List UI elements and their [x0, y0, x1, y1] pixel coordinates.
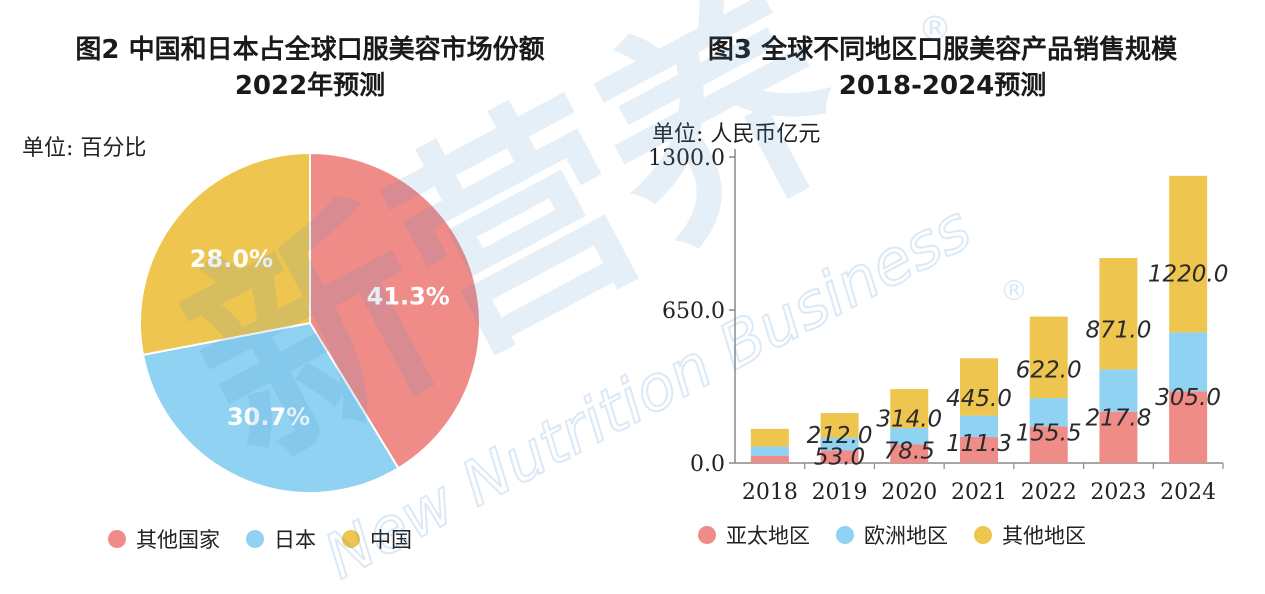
- bar-other-region-2020: [890, 389, 929, 429]
- bar-unit-label: 单位: 人民币亿元: [652, 122, 821, 147]
- legend-label-apac: 亚太地区: [726, 524, 810, 548]
- data-label-2021: 445.0: [946, 386, 1012, 412]
- pie-chart-panel: 图2 中国和日本占全球口服美容市场份额 2022年预测 单位: 百分比 41.3…: [0, 0, 620, 594]
- pie-label-japan: 30.7%: [227, 403, 310, 431]
- data-label-2019: 53.0: [814, 445, 865, 471]
- bar-other-region-2021: [960, 358, 998, 416]
- bar-other-region-2019: [820, 413, 859, 438]
- data-label-2020: 314.0: [876, 407, 942, 433]
- pie-slice-china: [139, 151, 311, 357]
- legend-item-other-region: 其他地区: [974, 520, 1086, 550]
- x-tick-label: 2018: [742, 480, 798, 505]
- bar-apac-2020: [890, 444, 929, 463]
- pie-slice-other: [309, 151, 481, 470]
- legend-swatch-apac: [698, 526, 716, 544]
- bar-apac-2018: [750, 455, 789, 463]
- legend-swatch-japan: [246, 530, 264, 548]
- bar-europe-2024: [1169, 332, 1208, 392]
- legend-item-apac: 亚太地区: [698, 520, 810, 550]
- bar-europe-2019: [820, 437, 859, 451]
- y-tick-label: 650.0: [662, 299, 725, 324]
- legend-label-europe: 欧洲地区: [864, 524, 948, 548]
- x-tick-label: 2020: [881, 480, 937, 505]
- bar-apac-2021: [960, 436, 998, 463]
- legend-label-china: 中国: [370, 528, 412, 552]
- bar-chart-subtitle: 2018-2024预测: [838, 71, 1047, 101]
- data-label-2019: 212.0: [807, 423, 873, 449]
- legend-label-other: 其他国家: [136, 528, 220, 552]
- bar-apac-2019: [820, 450, 859, 463]
- data-label-2022: 155.5: [1016, 420, 1082, 446]
- legend-item-japan: 日本: [246, 524, 316, 554]
- pie-label-other: 41.3%: [367, 282, 450, 310]
- x-tick-label: 2022: [1021, 480, 1077, 505]
- legend-item-europe: 欧洲地区: [836, 520, 948, 550]
- data-label-2022: 622.0: [1016, 357, 1082, 383]
- legend-swatch-other: [108, 530, 126, 548]
- data-label-2024: 305.0: [1155, 385, 1221, 411]
- legend-item-other: 其他国家: [108, 524, 220, 554]
- x-tick-label: 2023: [1090, 480, 1146, 505]
- bar-chart-panel: 图3 全球不同地区口服美容产品销售规模 2018-2024预测 单位: 人民币亿…: [620, 0, 1265, 594]
- x-tick-label: 2021: [951, 480, 1007, 505]
- y-tick-label: 0.0: [690, 452, 725, 477]
- legend-item-china: 中国: [342, 524, 412, 554]
- bar-other-region-2023: [1099, 257, 1138, 370]
- bar-europe-2021: [960, 415, 998, 437]
- bar-europe-2020: [890, 428, 929, 445]
- legend-swatch-europe: [836, 526, 854, 544]
- data-label-2021: 111.3: [946, 431, 1012, 457]
- bar-legend: 亚太地区 欧洲地区 其他地区: [698, 520, 1112, 550]
- bar-apac-2023: [1099, 411, 1138, 463]
- bar-chart-title: 图3 全球不同地区口服美容产品销售规模: [707, 35, 1178, 65]
- legend-swatch-other-region: [974, 526, 992, 544]
- x-tick-label: 2019: [812, 480, 868, 505]
- bar-chart: 0.0 650.0 1300.0 2018 2019 2020 2021 2022 2023 20…: [648, 146, 1228, 505]
- bar-europe-2022: [1029, 398, 1068, 427]
- pie-chart-title: 图2 中国和日本占全球口服美容市场份额: [75, 35, 545, 65]
- bar-apac-2022: [1029, 426, 1068, 463]
- data-label-2023: 217.8: [1085, 406, 1151, 432]
- bar-europe-2018: [750, 446, 789, 456]
- pie-chart-subtitle: 2022年预测: [234, 71, 386, 101]
- bar-other-region-2018: [750, 428, 789, 447]
- pie-unit-label: 单位: 百分比: [22, 136, 147, 161]
- y-tick-label: 1300.0: [648, 146, 725, 171]
- pie-slice-japan: [141, 321, 400, 494]
- data-label-2020: 78.5: [884, 439, 935, 465]
- bar-other-region-2022: [1029, 316, 1068, 399]
- data-label-2023: 871.0: [1085, 318, 1151, 344]
- legend-swatch-china: [342, 530, 360, 548]
- legend-label-other-region: 其他地区: [1002, 524, 1086, 548]
- legend-label-japan: 日本: [274, 528, 316, 552]
- bar-apac-2024: [1169, 391, 1208, 463]
- pie-legend: 其他国家 日本 中国: [108, 524, 438, 554]
- data-label-2024: 1220.0: [1148, 262, 1228, 288]
- x-tick-label: 2024: [1160, 480, 1216, 505]
- pie-label-china: 28.0%: [190, 245, 273, 273]
- bar-other-region-2024: [1169, 175, 1208, 333]
- pie-chart: 41.3% 30.7% 28.0%: [139, 151, 481, 494]
- bar-europe-2023: [1099, 369, 1138, 412]
